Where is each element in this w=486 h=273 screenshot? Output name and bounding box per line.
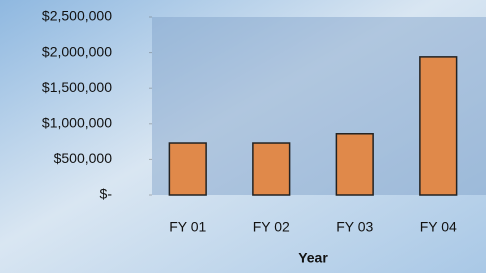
y-tick-label: $2,000,000 <box>42 43 112 59</box>
chart: Year $- $500,000 $1,000,000 $1,500,000 $2,00… <box>0 0 486 273</box>
y-tick-label: $500,000 <box>54 150 113 166</box>
bar <box>253 143 290 195</box>
x-tick-label: FY 04 <box>420 219 457 235</box>
y-tick-label: $- <box>100 186 113 202</box>
y-tick-label: $1,500,000 <box>42 79 112 95</box>
bar <box>420 57 457 195</box>
x-tick-label: FY 03 <box>336 219 373 235</box>
x-tick-label: FY 02 <box>253 219 290 235</box>
y-tick-label: $1,000,000 <box>42 115 112 131</box>
y-tick-label: $2,500,000 <box>42 8 112 24</box>
bar <box>336 134 373 195</box>
x-tick-label: FY 01 <box>169 219 206 235</box>
bar <box>169 143 206 195</box>
x-axis-label: Year <box>298 250 328 266</box>
